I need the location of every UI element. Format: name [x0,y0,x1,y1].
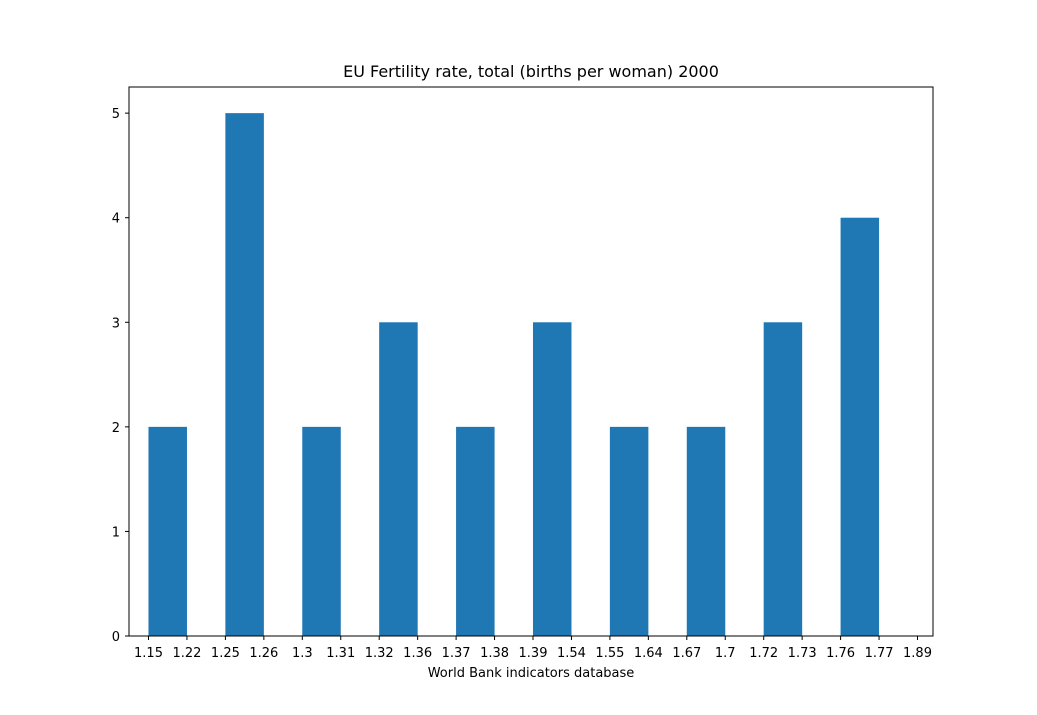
x-axis-label: World Bank indicators database [428,666,635,681]
bar-1.3-1.31 [302,426,341,636]
x-tick-label: 1.72 [749,646,778,661]
x-tick-label: 1.32 [365,646,394,661]
bar-1.32-1.36 [379,322,418,636]
x-tick-label: 1.38 [480,646,509,661]
plot-frame [128,86,934,637]
x-tick-label: 1.89 [903,646,932,661]
x-tick-label: 1.26 [249,646,278,661]
y-tick-label: 3 [112,316,120,331]
x-tick-label: 1.64 [634,646,663,661]
x-tick-label: 1.76 [826,646,855,661]
x-tick-label: 1.25 [211,646,240,661]
x-tick-label: 1.39 [519,646,548,661]
bar-1.25-1.26 [225,113,264,636]
x-tick-label: 1.54 [557,646,586,661]
y-axis-ticks: 0 1 2 3 4 5 [112,107,129,645]
bar-1.67-1.7 [686,426,726,636]
x-tick-label: 1.67 [672,646,701,661]
y-tick-label: 0 [112,630,120,645]
x-axis-ticks: 1.15 1.22 1.25 1.26 1.3 1.31 1.32 1.36 1.37 1.38 1… [134,636,932,661]
bar-1.76-1.77 [840,217,880,636]
y-tick-label: 5 [112,107,120,122]
y-tick-label: 4 [112,212,120,227]
x-tick-label: 1.3 [292,646,313,661]
x-tick-label: 1.36 [403,646,432,661]
chart-title: EU Fertility rate, total (births per wom… [343,62,719,81]
bars-layer [148,113,880,636]
x-tick-label: 1.37 [442,646,471,661]
x-tick-label: 1.7 [715,646,736,661]
x-tick-label: 1.31 [326,646,355,661]
x-tick-label: 1.22 [172,646,201,661]
bar-1.55-1.64 [609,426,649,636]
bar-1.72-1.73 [763,322,803,636]
x-tick-label: 1.77 [865,646,894,661]
y-tick-label: 2 [112,421,120,436]
bar-1.39-1.54 [532,322,572,636]
x-tick-label: 1.73 [788,646,817,661]
x-tick-label: 1.15 [134,646,163,661]
bar-1.37-1.38 [456,426,495,636]
y-tick-label: 1 [112,525,120,540]
bar-1.15-1.22 [148,426,187,636]
x-tick-label: 1.55 [595,646,624,661]
